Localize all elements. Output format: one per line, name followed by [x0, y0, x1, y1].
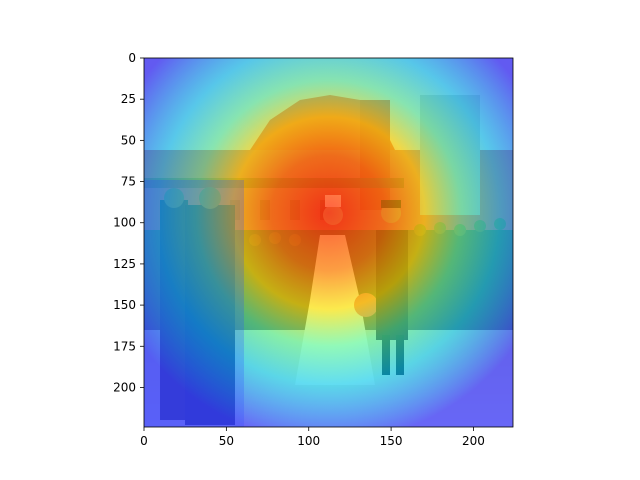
x-axis-ticks: 0 50 100 150 200 [140, 427, 485, 448]
y-tick-label: 0 [128, 51, 136, 65]
x-tick-label: 0 [140, 434, 148, 448]
y-tick-label: 175 [113, 339, 136, 353]
x-tick-label: 50 [219, 434, 234, 448]
heatmap-cool-left [144, 180, 244, 427]
y-tick-label: 125 [113, 257, 136, 271]
x-tick-label: 150 [380, 434, 403, 448]
y-axis-ticks: 0 25 50 75 100 125 150 175 200 [113, 51, 144, 394]
heatmap-image [144, 58, 513, 427]
x-tick-label: 100 [297, 434, 320, 448]
heatmap-overlay [144, 58, 513, 427]
axes-frame [143, 57, 514, 428]
y-tick-label: 75 [121, 175, 136, 189]
y-tick-label: 150 [113, 298, 136, 312]
y-tick-label: 100 [113, 216, 136, 230]
y-tick-label: 50 [121, 133, 136, 147]
x-tick-label: 200 [462, 434, 485, 448]
y-tick-label: 25 [121, 92, 136, 106]
y-tick-label: 200 [113, 380, 136, 394]
